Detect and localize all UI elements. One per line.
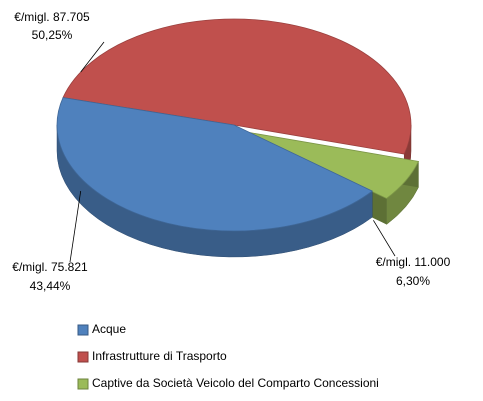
pie-slice [56,97,374,232]
leader-line [69,190,82,263]
amount-label: €/migl. 11.000 [376,255,451,269]
leader-line [80,41,105,73]
data-label: 6,30% [396,274,430,288]
data-label: 43,44% [30,279,71,293]
pie-slice [248,131,420,199]
leader-line [373,220,396,257]
amount-label: €/migl. 87.705 [14,10,90,24]
legend-swatch [77,378,89,390]
pie-tops [56,18,420,232]
legend-swatch [77,324,89,336]
legend-label: Infrastrutture di Trasporto [92,349,227,363]
legend-swatch [77,351,89,363]
amount-label: €/migl. 75.821 [12,260,88,274]
data-label: 50,25% [32,28,73,42]
pie-slice [62,18,412,155]
legend-label: Acque [92,322,126,336]
legend-label: Captive da Società Veicolo del Comparto … [92,376,379,390]
